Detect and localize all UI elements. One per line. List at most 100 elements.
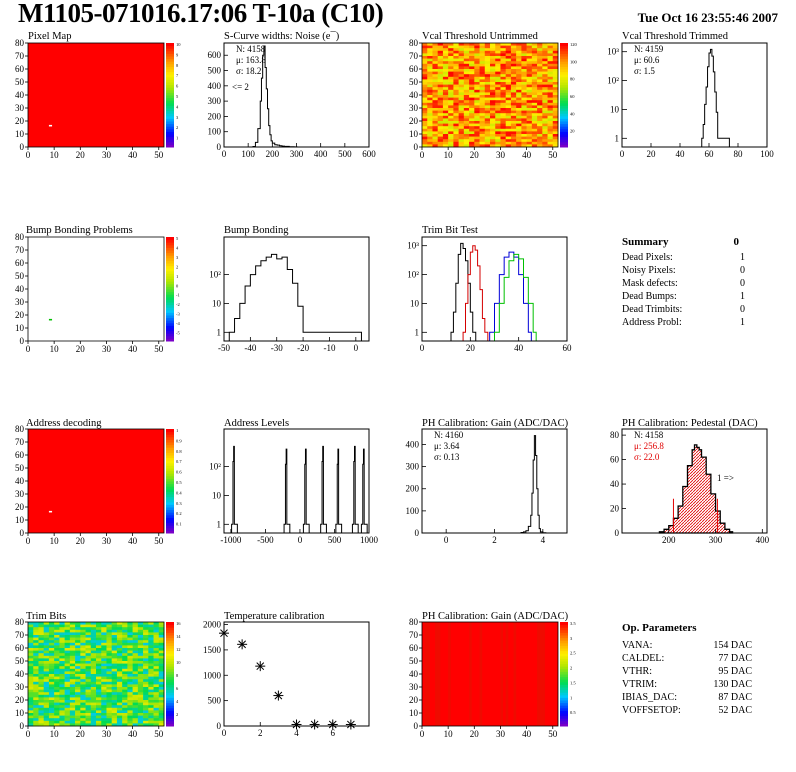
y-tick-label: 500 xyxy=(208,66,222,76)
heatmap-cell xyxy=(69,720,76,724)
heatmap-cell xyxy=(479,123,486,127)
heatmap-cell xyxy=(547,126,554,130)
heatmap-cell xyxy=(153,624,160,628)
heatmap-cell xyxy=(59,710,65,714)
color-scale-cell xyxy=(166,45,174,49)
heatmap-cell xyxy=(474,79,480,83)
heatmap-cell xyxy=(137,705,144,709)
heatmap-cell xyxy=(474,105,480,109)
heatmap-cell xyxy=(552,56,559,59)
heatmap-cell xyxy=(516,43,522,46)
heatmap-cell xyxy=(80,710,86,714)
heatmap-cell xyxy=(143,624,149,628)
heatmap-cell xyxy=(64,674,71,677)
heatmap-cell xyxy=(542,131,548,135)
heatmap-cell xyxy=(143,622,149,625)
heatmap-cell xyxy=(54,658,60,662)
heatmap-cell xyxy=(458,123,465,127)
heatmap-cell xyxy=(132,687,139,690)
color-scale-label: 100 xyxy=(570,59,578,64)
heatmap-cell xyxy=(43,689,50,693)
heatmap-cell xyxy=(458,71,465,75)
x-tick-label: 10 xyxy=(50,344,60,354)
heatmap-cell xyxy=(510,61,517,65)
heatmap-cell xyxy=(479,89,486,93)
heatmap-cell xyxy=(122,642,128,646)
heatmap-cell xyxy=(137,723,144,727)
heatmap-cell xyxy=(500,97,506,101)
heatmap-cell xyxy=(490,97,496,101)
heatmap-cell xyxy=(127,715,133,719)
op-param-value: 154 DAC xyxy=(713,640,752,651)
heatmap-cell xyxy=(69,692,76,696)
heatmap-cell xyxy=(137,658,144,662)
heatmap-cell xyxy=(531,84,538,88)
heatmap-cell xyxy=(48,689,55,693)
heatmap-cell xyxy=(148,700,154,703)
heatmap-cell xyxy=(96,661,102,664)
heatmap-cell xyxy=(422,66,428,70)
color-scale-cell xyxy=(166,139,174,143)
heatmap-cell xyxy=(474,126,480,130)
heatmap-cell xyxy=(552,69,559,72)
heatmap-cell xyxy=(106,627,112,631)
heatmap-cell xyxy=(75,715,81,719)
stats-line: σ: 1.5 xyxy=(634,66,655,76)
heatmap-fill xyxy=(28,429,164,533)
y-tick-label: 0 xyxy=(217,142,222,152)
heatmap-cell xyxy=(510,113,517,117)
color-scale-cell xyxy=(166,128,174,132)
heatmap-cell xyxy=(90,658,97,662)
heatmap-cell xyxy=(542,53,548,57)
heatmap-cell xyxy=(111,640,118,644)
heatmap-cell xyxy=(69,694,76,698)
y-tick-label: 50 xyxy=(409,656,419,666)
summary-row: Dead Trimbits: 0 xyxy=(622,304,747,317)
heatmap-cell xyxy=(54,642,60,646)
heatmap-cell xyxy=(484,92,491,96)
heatmap-cell xyxy=(537,61,543,65)
heatmap-cell xyxy=(448,79,454,83)
x-tick-label: 30 xyxy=(496,150,506,160)
heatmap-cell xyxy=(54,694,60,698)
heatmap-cell xyxy=(143,632,149,636)
heatmap-cell xyxy=(127,681,133,685)
heatmap-cell xyxy=(469,100,475,104)
heatmap-cell xyxy=(43,697,50,701)
heatmap-cell xyxy=(33,653,39,657)
heatmap-cell xyxy=(96,702,102,706)
heatmap-cell xyxy=(101,707,107,711)
color-scale-label: 0.1 xyxy=(176,522,182,527)
heatmap-cell xyxy=(75,684,81,688)
heatmap-cell xyxy=(158,689,165,693)
color-scale-cell xyxy=(166,486,174,490)
y-tick-label: 80 xyxy=(610,430,620,440)
heatmap-cell xyxy=(516,118,522,122)
heatmap-cell xyxy=(453,45,459,49)
heatmap-cell xyxy=(158,640,165,644)
heatmap-cell xyxy=(510,74,517,78)
y-tick-label: 20 xyxy=(15,116,25,126)
heatmap-streak xyxy=(505,622,509,726)
heatmap-cell xyxy=(96,642,102,646)
heatmap-cell xyxy=(537,84,543,88)
heatmap-cell xyxy=(69,635,76,638)
color-scale-cell xyxy=(166,299,174,303)
heatmap-cell xyxy=(48,642,55,646)
heatmap-cell xyxy=(463,76,470,80)
heatmap-cell xyxy=(432,95,438,98)
heatmap-cell xyxy=(484,128,491,132)
heatmap-cell xyxy=(453,61,459,65)
heatmap-cell xyxy=(90,684,97,688)
color-scale-cell xyxy=(166,653,174,657)
heatmap-cell xyxy=(143,635,149,638)
heatmap-cell xyxy=(552,50,559,54)
heatmap-cell xyxy=(537,118,543,122)
heatmap-cell xyxy=(521,76,527,80)
heatmap-cell xyxy=(122,710,128,714)
heatmap-cell xyxy=(148,640,154,644)
heatmap-cell xyxy=(38,676,44,680)
heatmap-cell xyxy=(526,136,533,140)
heatmap-cell xyxy=(542,87,548,91)
color-scale-cell xyxy=(166,470,174,474)
